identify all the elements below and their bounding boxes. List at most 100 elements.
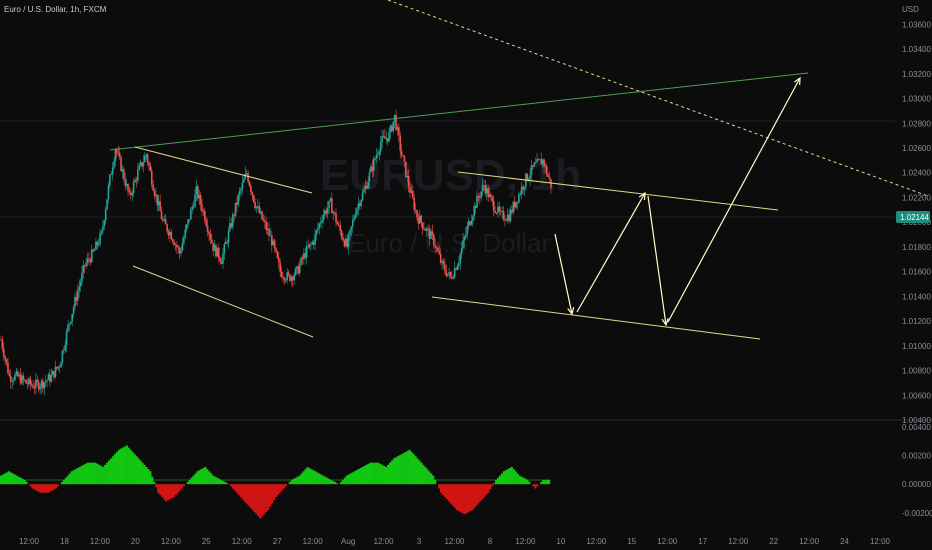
candle-body	[322, 215, 325, 221]
channel-top-line[interactable]	[457, 171, 779, 211]
histogram-bar	[414, 456, 417, 485]
candle-body	[137, 169, 139, 181]
histogram-bar	[465, 484, 468, 514]
time-tick-label: 12:00	[444, 537, 465, 546]
histogram-bar	[361, 466, 364, 485]
histogram-bar	[396, 456, 399, 485]
histogram-bar	[212, 475, 215, 485]
candle-body	[333, 212, 336, 214]
candle-body	[451, 276, 453, 279]
histogram-bar	[29, 484, 32, 487]
histogram-bar	[481, 484, 484, 500]
candle-body	[548, 176, 551, 180]
histogram-bar	[214, 476, 217, 485]
candle-body	[44, 381, 47, 383]
candle-body	[110, 174, 113, 176]
histogram-bar	[546, 479, 549, 485]
histogram-bar	[388, 462, 392, 485]
histogram-bar	[111, 456, 115, 485]
flag-top-line[interactable]	[134, 146, 313, 194]
histogram-bar	[72, 470, 75, 485]
histogram-bar	[493, 483, 496, 485]
candle-body	[81, 272, 83, 282]
candle-body	[64, 345, 67, 351]
upper-trendline[interactable]	[109, 72, 809, 151]
candle-body	[349, 229, 351, 236]
channel-bottom-line[interactable]	[431, 296, 761, 340]
candle-body	[82, 265, 85, 273]
histogram-bar	[53, 484, 56, 490]
time-axis[interactable]: 12:00 18 12:00 20 12:00 25 12:00 27 12:00 Aug 12:0…	[19, 537, 891, 546]
histogram-bar	[147, 469, 150, 485]
candle-body	[430, 231, 432, 239]
candle-body	[83, 265, 86, 267]
candle-body	[194, 194, 196, 207]
histogram-bar	[33, 484, 36, 490]
candle-body	[160, 211, 163, 220]
candle-body	[229, 223, 231, 231]
histogram-bar	[373, 462, 376, 485]
histogram-bar	[420, 462, 423, 485]
candle-body	[215, 244, 217, 257]
candle-body	[156, 194, 159, 206]
histogram-bar	[66, 475, 69, 485]
time-tick-label: 12:00	[161, 537, 182, 546]
price-tick-label: 1.01400	[902, 292, 931, 301]
candle-body	[33, 387, 36, 389]
candle-body	[162, 219, 164, 221]
histogram-bar	[282, 484, 286, 489]
candle-body	[134, 179, 136, 183]
histogram-bar	[104, 464, 107, 485]
price-tick-label: 1.02800	[902, 119, 931, 128]
candle-body	[321, 220, 323, 223]
histogram-bar	[121, 447, 124, 485]
candle-body	[311, 242, 314, 244]
histogram-bar	[263, 484, 266, 515]
candle-body	[8, 373, 11, 377]
flag-bottom-line[interactable]	[132, 265, 314, 338]
candle-body	[325, 210, 328, 214]
histogram-bar	[276, 484, 280, 495]
histogram-bar	[365, 464, 368, 485]
candle-body	[339, 225, 342, 231]
histogram-bar	[233, 484, 236, 491]
current-price-badge: 1.02144	[896, 211, 930, 223]
candle-body	[127, 183, 129, 192]
candle-body	[118, 152, 121, 157]
candle-body	[529, 175, 531, 179]
current-price-label: 1.02144	[900, 213, 929, 222]
histogram-bar	[51, 484, 54, 491]
candle-body	[150, 170, 153, 185]
time-tick-label: 24	[840, 537, 849, 546]
candle-body	[266, 228, 269, 230]
histogram-bar	[548, 479, 551, 485]
histogram-bar	[188, 479, 191, 485]
candle-body	[236, 202, 238, 205]
candle-body	[183, 237, 185, 244]
grid-lines	[0, 120, 895, 218]
histogram-bar	[333, 482, 337, 485]
histogram-bar	[288, 482, 291, 485]
price-tick-label: 1.00600	[902, 391, 931, 400]
candle-body	[202, 210, 205, 212]
histogram-bar	[386, 464, 390, 485]
candle-body	[501, 211, 503, 212]
time-tick-label: 12:00	[232, 537, 253, 546]
candle-body	[36, 379, 39, 382]
candle-body	[14, 374, 16, 381]
histogram-bar	[41, 484, 44, 493]
candle-body	[329, 198, 332, 201]
histogram-bar	[506, 469, 509, 485]
candle-body	[534, 162, 537, 164]
histogram-bar	[202, 468, 205, 485]
candle-body	[177, 247, 180, 249]
candle-body	[505, 220, 508, 222]
histogram-bar	[259, 484, 262, 519]
histogram-bar	[496, 477, 500, 485]
histogram-bar	[86, 462, 89, 485]
histogram-bar	[56, 484, 60, 487]
time-tick-label: 27	[273, 537, 282, 546]
candle-body	[201, 204, 203, 212]
candle-body	[379, 142, 382, 152]
